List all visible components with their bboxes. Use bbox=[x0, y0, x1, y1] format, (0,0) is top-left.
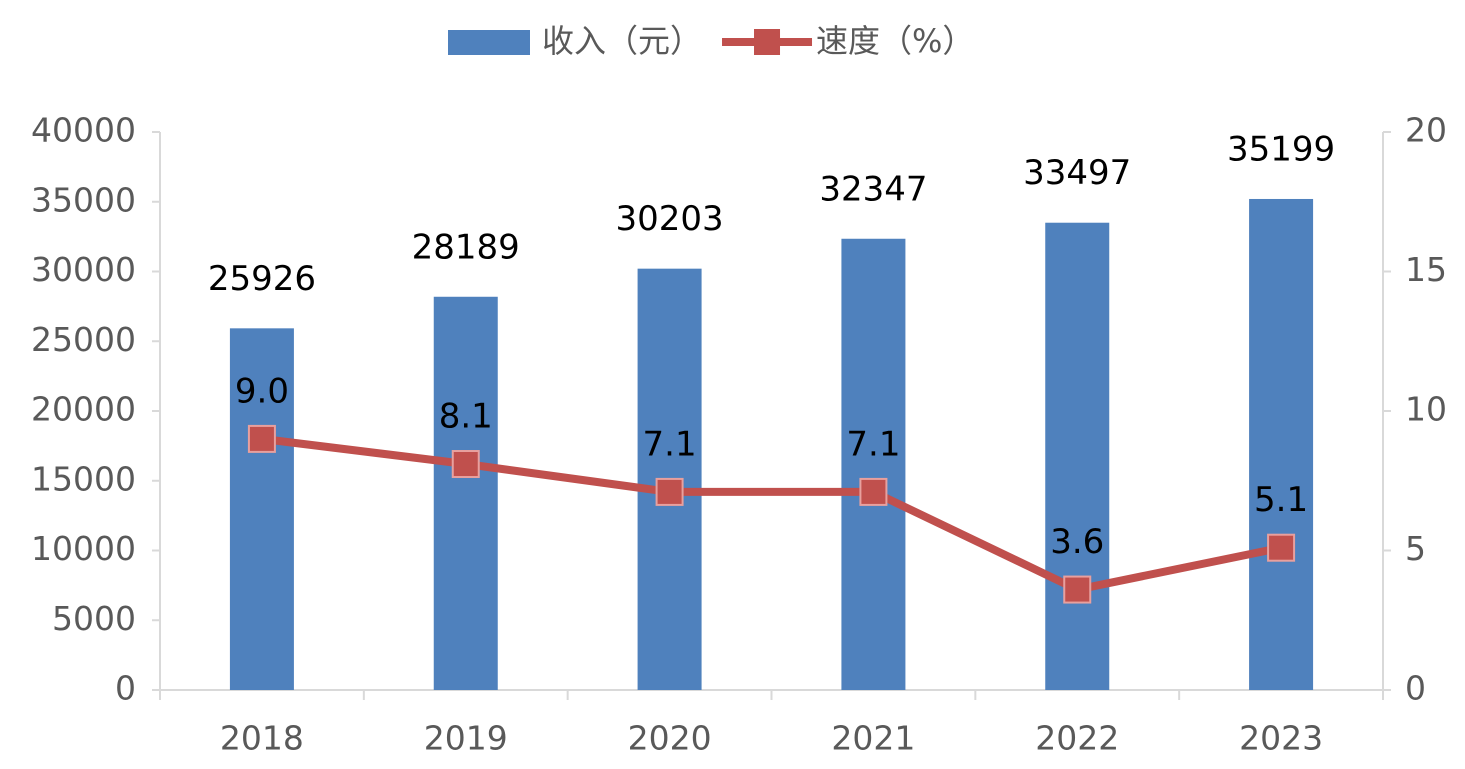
y-tick-label: 5000 bbox=[52, 599, 136, 638]
line-value-label: 7.1 bbox=[643, 424, 697, 464]
x-tick-label: 2022 bbox=[1035, 719, 1119, 758]
bar-value-label: 35199 bbox=[1227, 129, 1335, 169]
line-marker bbox=[1063, 575, 1092, 604]
y-tick-label: 30000 bbox=[31, 250, 136, 289]
bar-value-label: 25926 bbox=[208, 259, 316, 299]
legend-label: 速度（%） bbox=[816, 22, 974, 60]
y-tick-label: 0 bbox=[115, 669, 136, 708]
bar bbox=[433, 296, 498, 690]
line-marker bbox=[655, 477, 684, 506]
legend-marker bbox=[754, 29, 781, 55]
line-marker bbox=[451, 450, 480, 479]
bar bbox=[1045, 222, 1110, 690]
legend-swatch bbox=[448, 30, 530, 55]
line bbox=[261, 434, 1282, 594]
bar-value-label: 33497 bbox=[1023, 153, 1131, 193]
line-value-label: 3.6 bbox=[1050, 522, 1104, 562]
x-tick-label: 2019 bbox=[424, 719, 508, 758]
y-tick-label: 20000 bbox=[31, 390, 136, 429]
y2-tick-label: 20 bbox=[1405, 111, 1447, 150]
line-value-label: 9.0 bbox=[235, 371, 289, 411]
bar bbox=[1249, 198, 1314, 691]
line-marker bbox=[247, 424, 276, 453]
y-tick-label: 40000 bbox=[31, 111, 136, 150]
line-value-label: 8.1 bbox=[439, 397, 493, 437]
x-tick-label: 2020 bbox=[628, 719, 712, 758]
bar-value-label: 30203 bbox=[615, 199, 723, 239]
x-tick-label: 2023 bbox=[1239, 719, 1323, 758]
y2-tick-label: 0 bbox=[1405, 669, 1426, 708]
x-tick-label: 2021 bbox=[831, 719, 915, 758]
y2-tick-label: 10 bbox=[1405, 390, 1447, 429]
y-tick-label: 15000 bbox=[31, 459, 136, 498]
legend-label: 收入（元） bbox=[542, 22, 702, 60]
y2-tick-label: 5 bbox=[1405, 529, 1426, 568]
y-tick-label: 35000 bbox=[31, 180, 136, 219]
x-tick-label: 2018 bbox=[220, 719, 304, 758]
line-value-label: 7.1 bbox=[846, 424, 900, 464]
y-tick-label: 10000 bbox=[31, 529, 136, 568]
bar-value-label: 32347 bbox=[819, 169, 927, 209]
bar bbox=[841, 238, 906, 691]
y2-tick-label: 15 bbox=[1405, 250, 1447, 289]
line-marker bbox=[1267, 533, 1296, 562]
line-value-label: 5.1 bbox=[1254, 480, 1308, 520]
line-marker bbox=[859, 477, 888, 506]
bar-value-label: 28189 bbox=[412, 227, 520, 267]
y-tick-label: 25000 bbox=[31, 320, 136, 359]
bar bbox=[229, 328, 294, 690]
